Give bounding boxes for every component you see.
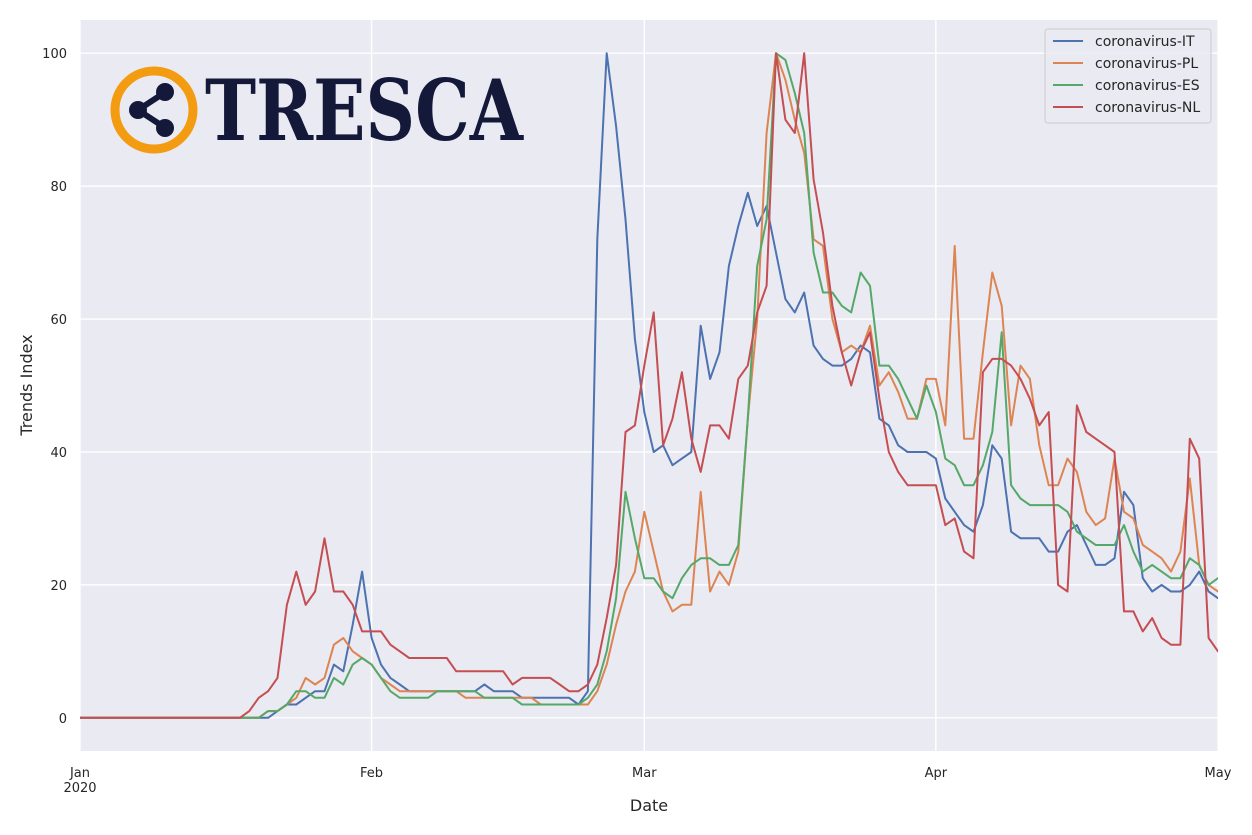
- y-tick-label: 100: [42, 47, 67, 62]
- x-tick-label: May: [1205, 766, 1232, 781]
- y-tick-label: 20: [50, 579, 67, 594]
- plot-background: [80, 20, 1218, 751]
- x-tick-label: Apr: [925, 766, 948, 781]
- legend-label: coronavirus-IT: [1095, 34, 1195, 50]
- x-tick-sublabel: 2020: [63, 781, 96, 796]
- series-line-coronavirus-es: [80, 52, 1218, 719]
- share-glyph: [129, 83, 174, 137]
- series-line-coronavirus-nl: [80, 52, 1218, 719]
- x-tick-label: Mar: [632, 766, 657, 781]
- legend-label: coronavirus-NL: [1095, 100, 1200, 116]
- grid-lines: [79, 20, 1219, 751]
- y-tick-label: 40: [50, 446, 67, 461]
- legend: coronavirus-IT coronavirus-PL coronavirus-…: [1044, 28, 1212, 124]
- legend-box: [1044, 28, 1212, 124]
- x-tick-label: Feb: [360, 766, 383, 781]
- y-axis-ticks: 0 20 40 60 80 100: [42, 47, 67, 727]
- x-axis-title: Date: [630, 796, 668, 815]
- legend-label: coronavirus-PL: [1095, 56, 1198, 72]
- x-tick-label: Jan: [69, 766, 90, 781]
- tresca-logo: TRESCA: [110, 61, 524, 160]
- series-line-coronavirus-it: [80, 52, 1218, 719]
- logo-wordmark: TRESCA: [205, 61, 524, 160]
- share-icon: [110, 66, 198, 154]
- y-tick-label: 0: [59, 712, 67, 727]
- y-tick-label: 60: [50, 313, 67, 328]
- legend-label: coronavirus-ES: [1095, 78, 1200, 94]
- series-lines: [80, 52, 1218, 719]
- y-axis-title: Trends Index: [17, 334, 36, 436]
- y-tick-label: 80: [50, 180, 67, 195]
